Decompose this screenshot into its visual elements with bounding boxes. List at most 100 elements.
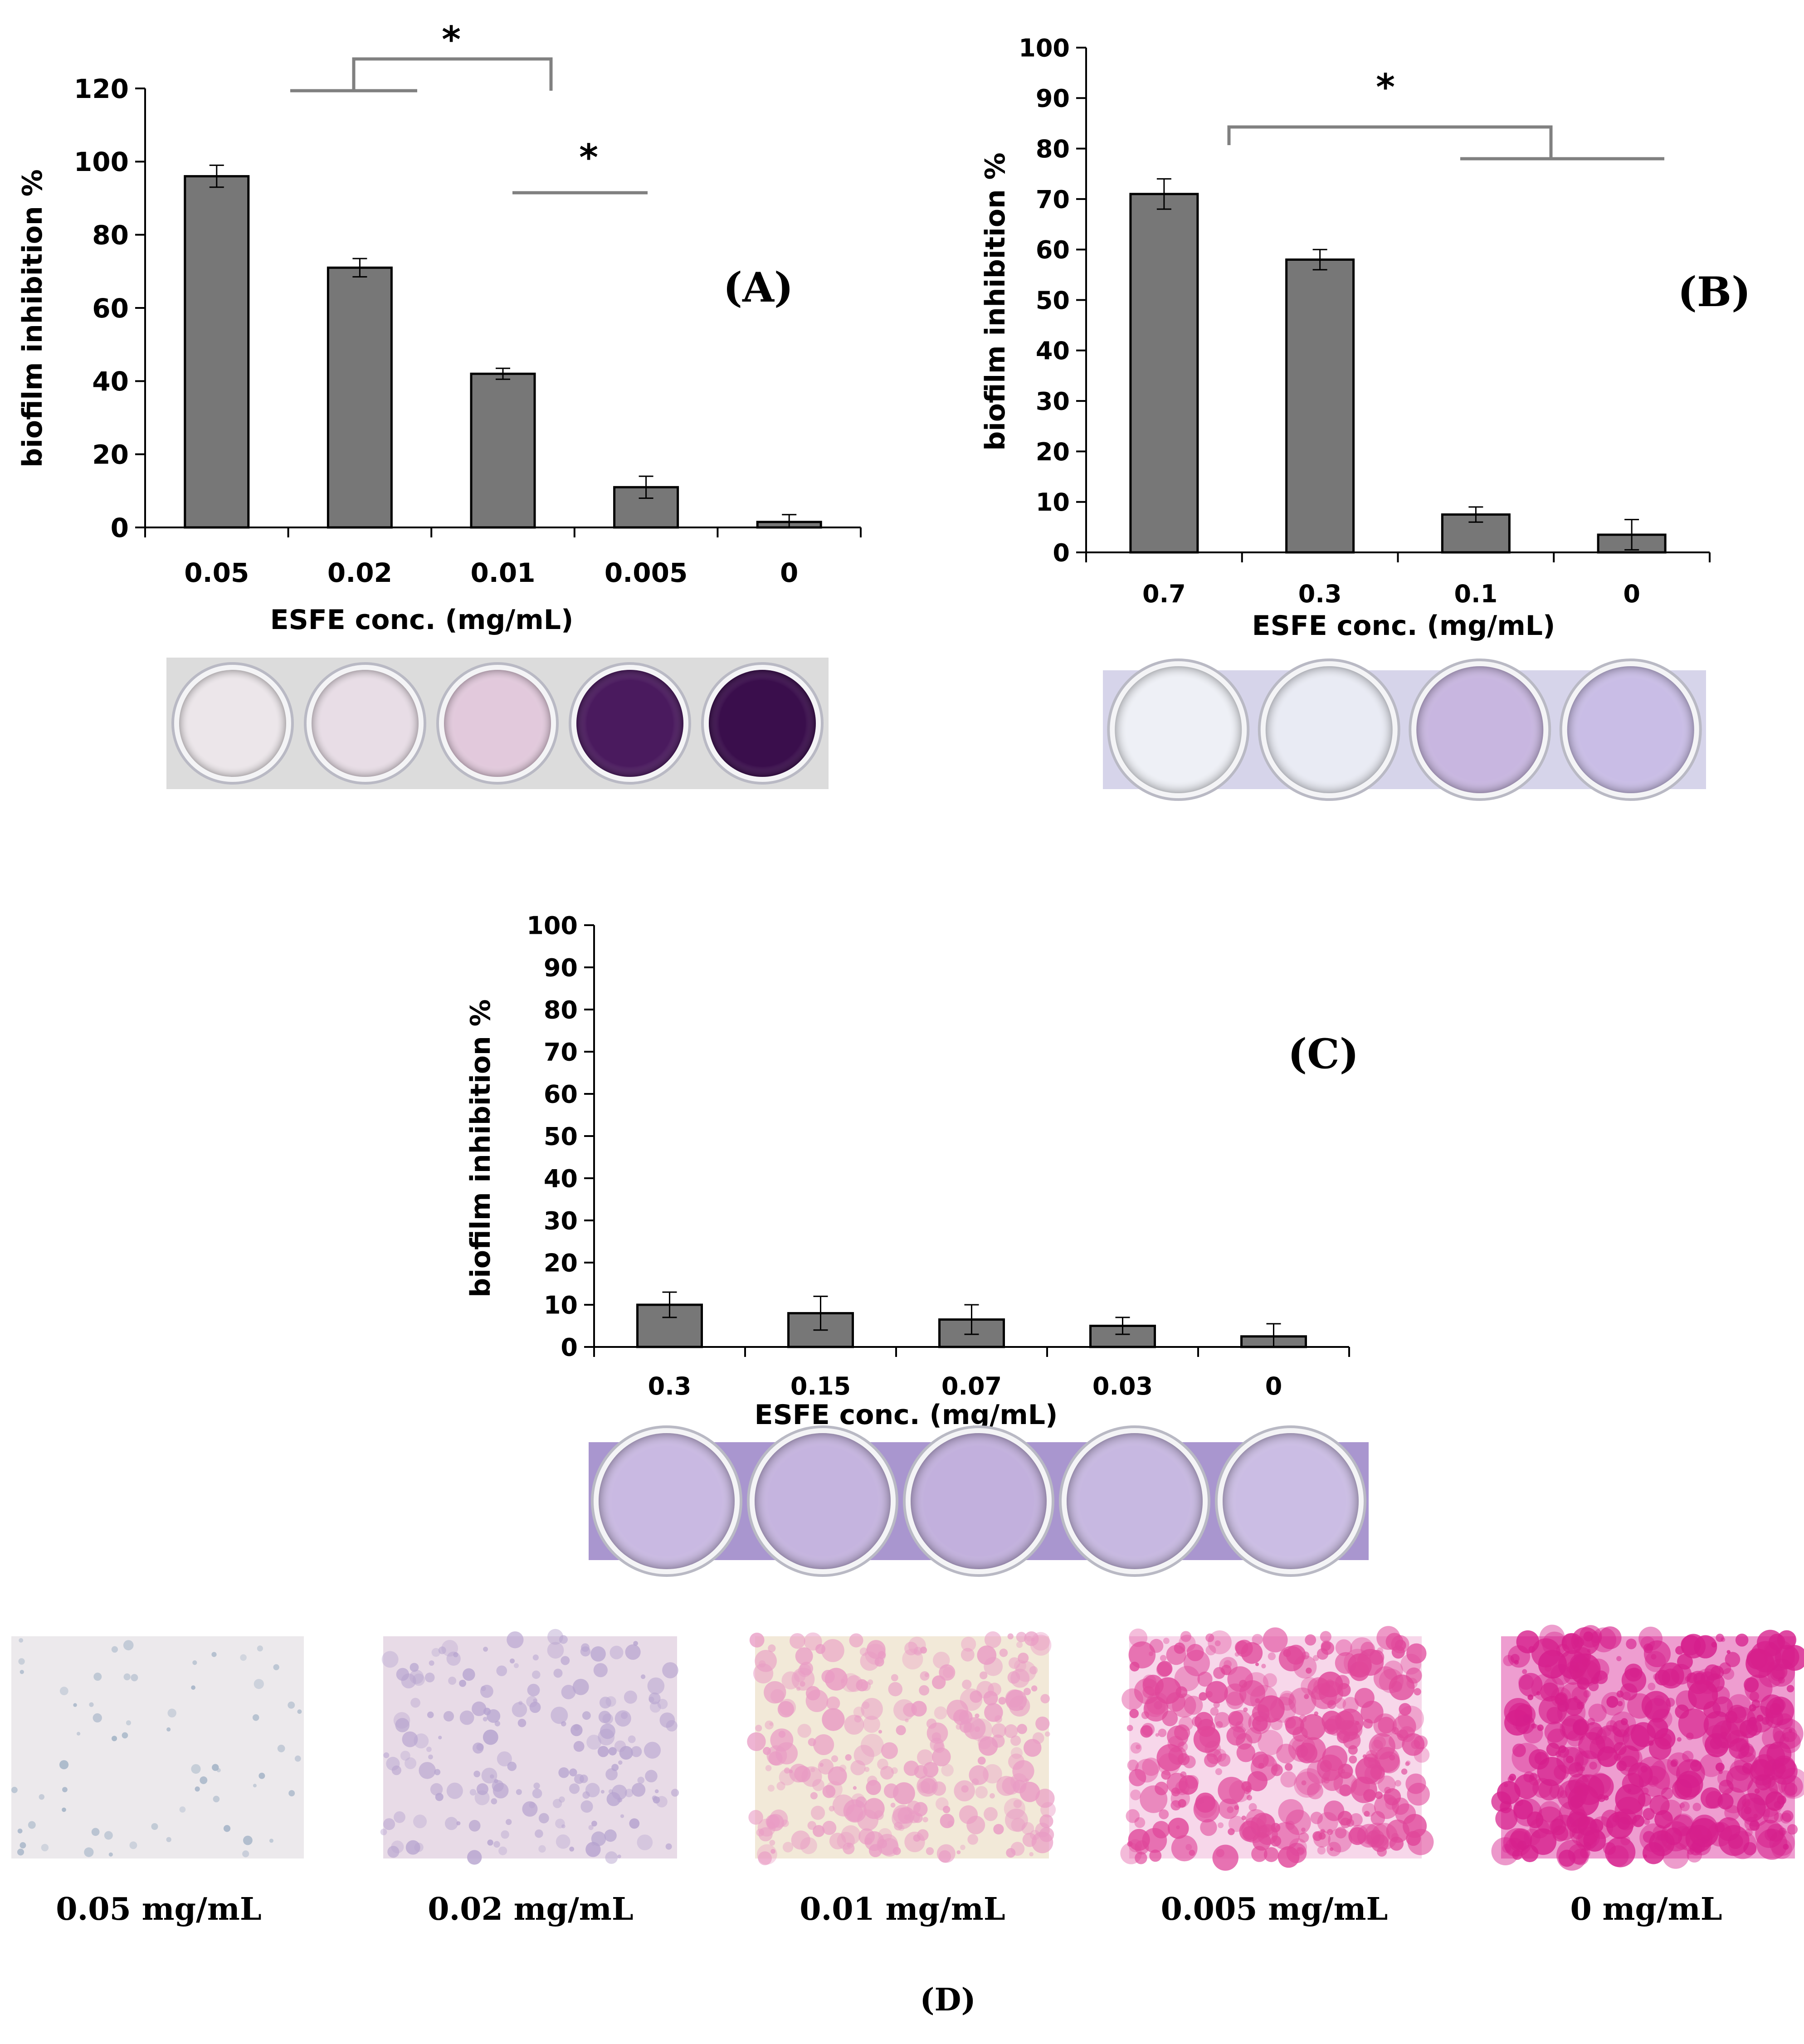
micrograph-stain (1363, 1789, 1376, 1802)
micrograph-stain (1538, 1649, 1567, 1679)
micrograph-stain (812, 1825, 825, 1837)
well-shading (755, 1433, 891, 1569)
micrograph-stain (1134, 1817, 1146, 1828)
micrograph-stain (507, 1631, 524, 1649)
micrograph-stain (1263, 1755, 1275, 1767)
y-tick-label: 70 (1036, 185, 1070, 214)
micrograph-stain (462, 1668, 475, 1681)
micrograph-stain (891, 1767, 898, 1774)
micrograph-stain (277, 1745, 285, 1752)
well-shading (709, 670, 816, 777)
micrograph-stain (1778, 1768, 1804, 1799)
micrograph-stain (1581, 1658, 1591, 1667)
micrograph-stain (1649, 1759, 1681, 1790)
micrograph-stain (1726, 1650, 1731, 1654)
micrograph-stain (1278, 1693, 1297, 1711)
micrograph-stain (1236, 1743, 1256, 1762)
well-shading (444, 670, 551, 777)
micrograph-stain (1728, 1704, 1746, 1723)
micrograph-stain (600, 1723, 615, 1739)
micrograph-stain (258, 1772, 265, 1779)
micrograph-stain (553, 1668, 563, 1678)
micrograph-stain (1399, 1703, 1412, 1716)
micrograph-stain (424, 1673, 435, 1683)
micrograph-stain (620, 1814, 624, 1818)
micrograph-stain (383, 1818, 395, 1830)
y-tick-label: 0 (1053, 538, 1070, 567)
micrograph-stain (935, 1797, 949, 1810)
y-axis-title: biofilm inhibition % (980, 152, 1011, 450)
micrograph-stain (890, 1802, 896, 1808)
micrograph-stain (1599, 1626, 1622, 1649)
micrograph-stain (877, 1758, 888, 1770)
micrograph-stain (498, 1846, 507, 1855)
micrograph-stain (1156, 1662, 1172, 1678)
micrograph-stain (1777, 1795, 1787, 1805)
x-tick-label: 0.05 (184, 557, 249, 588)
micrograph-stain (913, 1802, 928, 1817)
micrograph-stain (1654, 1834, 1672, 1853)
micrograph-stain (91, 1828, 100, 1836)
significance-star: * (1376, 66, 1395, 108)
micrograph-stain (1140, 1785, 1168, 1813)
micrograph-stain (428, 1754, 433, 1760)
x-tick-label: 0.1 (1454, 580, 1498, 608)
micrograph-stain (959, 1805, 978, 1824)
micrograph-stain (1783, 1844, 1789, 1850)
micrograph-stain (469, 1789, 477, 1796)
micrograph-stain (648, 1697, 654, 1703)
micrograph-stain (1023, 1739, 1042, 1757)
micrograph-stain (1326, 1842, 1341, 1857)
micrograph-stain (104, 1831, 113, 1840)
micrograph-stain (1401, 1768, 1408, 1775)
micrograph-stain (1762, 1774, 1776, 1788)
micrograph-stain (62, 1807, 66, 1812)
micrograph-stain (1787, 1824, 1798, 1835)
y-tick-label: 80 (1036, 135, 1070, 163)
micrograph-stain (1364, 1810, 1370, 1817)
micrograph-stain (1518, 1673, 1543, 1697)
micrograph-stain (1258, 1762, 1264, 1769)
micrograph-stain (791, 1830, 810, 1850)
micrograph-stain (558, 1767, 570, 1778)
micrograph-stain (1243, 1707, 1248, 1712)
x-tick-label: 0.02 (327, 557, 392, 588)
micrograph-stain (1019, 1781, 1040, 1802)
micrograph-stain (637, 1776, 645, 1784)
micrograph-stain (446, 1782, 463, 1799)
micrograph-stain (1653, 1825, 1668, 1841)
micrograph-stain (1252, 1716, 1268, 1732)
chart-panel-b: 0 10 20 30 40 50 60 70 80 90 100 0.7 0.3 0.1 0 ESFE con… (980, 34, 1751, 642)
y-tick-label: 90 (1036, 84, 1070, 113)
micrograph-stain (633, 1641, 638, 1646)
micrograph-stain (840, 1679, 845, 1683)
micrograph-stain (768, 1751, 783, 1766)
micrograph-stain (1035, 1789, 1055, 1808)
micrograph-stain (597, 1746, 609, 1757)
micrograph-stain (1688, 1679, 1718, 1710)
panel-label: (B) (1677, 268, 1750, 316)
micrograph-stain (438, 1736, 442, 1740)
micrograph-stain (829, 1805, 835, 1812)
micrograph-stain (1142, 1757, 1160, 1776)
micrograph-stain (1029, 1829, 1040, 1840)
micrograph-stain (777, 1701, 794, 1718)
micrograph-stain (924, 1673, 929, 1678)
micrograph-stain (1584, 1722, 1603, 1741)
micrograph-stain (977, 1645, 997, 1665)
micrograph-stain (946, 1699, 969, 1722)
micrograph-stain (483, 1729, 498, 1745)
x-axis-title: ESFE conc. (mg/mL) (270, 604, 574, 636)
micrograph-stain (1193, 1796, 1220, 1823)
micrograph-stain (76, 1732, 81, 1736)
micrograph-stain (1670, 1760, 1677, 1767)
micrograph-stain (1509, 1830, 1530, 1852)
micrograph-stain (1130, 1742, 1142, 1754)
micrograph-stain (598, 1728, 615, 1746)
micrograph-stain (765, 1765, 772, 1771)
y-tick-label: 30 (544, 1206, 578, 1235)
micrograph-stain (1653, 1695, 1665, 1706)
micrograph-stain (644, 1742, 661, 1759)
micrograph-stain (1157, 1661, 1173, 1677)
y-tick-label: 20 (1036, 438, 1070, 466)
